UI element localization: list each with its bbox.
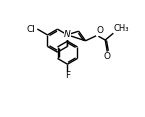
Text: CH₃: CH₃ [114, 24, 129, 33]
Text: Cl: Cl [27, 25, 36, 34]
Text: F: F [65, 71, 70, 80]
Text: O: O [103, 52, 110, 61]
Text: N: N [64, 30, 71, 39]
Text: O: O [97, 26, 104, 35]
